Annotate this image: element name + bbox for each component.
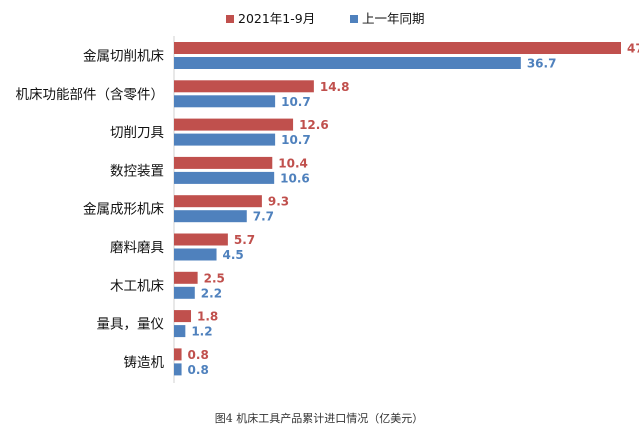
value-label: 10.7	[281, 133, 311, 147]
bar-2021	[174, 271, 198, 284]
bar-previous-year	[174, 95, 276, 108]
value-label: 47.3	[627, 42, 639, 56]
value-label: 7.7	[253, 210, 274, 224]
value-label: 14.8	[320, 80, 350, 94]
value-label: 2.2	[201, 286, 222, 300]
value-label: 10.4	[278, 156, 308, 170]
bar-2021	[174, 156, 273, 169]
legend-swatch-2021	[226, 15, 234, 23]
bar-previous-year	[174, 210, 247, 223]
value-label: 9.3	[268, 195, 289, 209]
value-label: 0.8	[188, 363, 209, 377]
bar-2021	[174, 233, 228, 246]
bar-previous-year	[174, 248, 217, 261]
legend-label-previous-year: 上一年同期	[362, 11, 425, 26]
legend: 2021年1-9月 上一年同期	[226, 11, 425, 26]
category-label: 铸造机	[124, 355, 165, 371]
category-label: 切削刀具	[110, 125, 164, 141]
category-label: 磨料磨具	[110, 240, 164, 256]
value-label: 1.2	[191, 325, 212, 339]
value-label: 10.7	[281, 95, 311, 109]
bar-previous-year	[174, 286, 195, 299]
value-label: 36.7	[527, 57, 557, 71]
bar-previous-year	[174, 363, 182, 376]
value-label: 5.7	[234, 233, 255, 247]
category-label: 金属成形机床	[83, 202, 164, 218]
category-label: 量具，量仪	[97, 317, 165, 333]
category-label: 金属切削机床	[83, 49, 164, 65]
value-label: 4.5	[223, 248, 244, 262]
bars	[174, 42, 621, 376]
value-label: 0.8	[188, 348, 209, 362]
value-label: 1.8	[197, 310, 218, 324]
value-label: 2.5	[204, 271, 225, 285]
chart-caption: 图4 机床工具产品累计进口情况（亿美元）	[215, 411, 424, 425]
bar-2021	[174, 42, 621, 54]
bar-2021	[174, 195, 262, 208]
value-label: 12.6	[299, 118, 329, 132]
value-labels: 47.336.714.810.712.610.710.410.69.37.75.…	[188, 42, 639, 377]
bar-2021	[174, 348, 182, 361]
legend-swatch-previous-year	[350, 15, 358, 23]
bar-previous-year	[174, 133, 276, 146]
bar-2021	[174, 80, 314, 93]
category-label: 木工机床	[110, 278, 164, 294]
bar-previous-year	[174, 171, 275, 184]
bar-previous-year	[174, 57, 521, 69]
bar-2021	[174, 118, 294, 131]
bar-2021	[174, 310, 192, 323]
category-label: 机床功能部件（含零件）	[16, 87, 165, 103]
legend-label-2021: 2021年1-9月	[238, 11, 315, 26]
category-label: 数控装置	[110, 163, 164, 179]
bar-previous-year	[174, 325, 186, 338]
value-label: 10.6	[280, 171, 310, 185]
